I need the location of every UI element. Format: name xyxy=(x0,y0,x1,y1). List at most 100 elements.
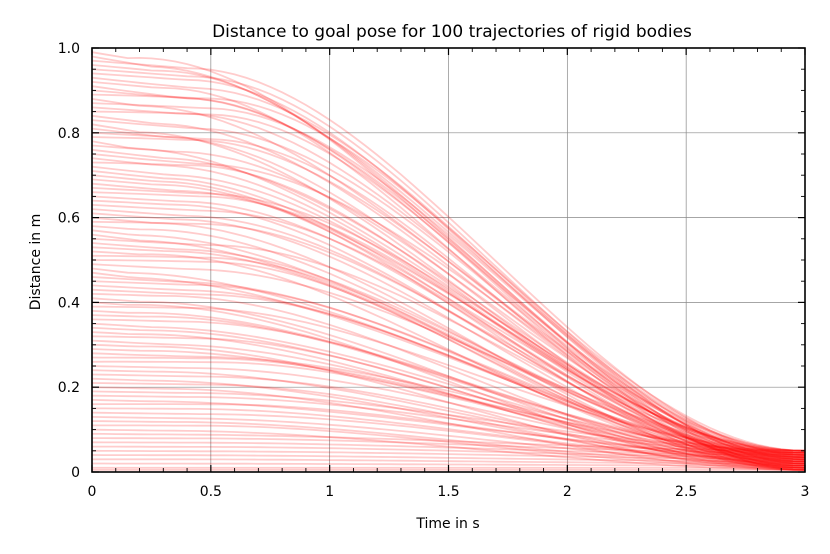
axes: 0 0.5 1 1.5 2 2.5 3 0 0.2 0.4 0.6 0.8 1.0 xyxy=(58,41,810,500)
trajectory-line xyxy=(91,276,806,459)
trajectory-line xyxy=(91,110,806,461)
trajectory-line xyxy=(91,386,806,471)
trajectory-line xyxy=(91,233,806,459)
trajectory-line xyxy=(91,220,806,452)
trajectory-line xyxy=(91,297,806,469)
trajectory-line xyxy=(91,394,805,454)
y-tick-label: 0.8 xyxy=(58,126,80,142)
trajectory-line xyxy=(91,127,806,469)
x-tick-label: 0.5 xyxy=(200,484,222,500)
trajectory-line xyxy=(91,64,806,459)
trajectory-line xyxy=(91,301,806,471)
trajectory-line xyxy=(91,144,806,456)
trajectory-line xyxy=(91,360,806,459)
trajectory-line xyxy=(91,382,806,469)
trajectory-line xyxy=(91,263,806,452)
trajectory-line xyxy=(91,335,806,467)
trajectory-line xyxy=(91,225,806,454)
trajectory-line xyxy=(92,458,805,465)
trajectory-line xyxy=(91,250,806,467)
trajectory-line xyxy=(91,343,806,471)
trajectory-line xyxy=(91,106,806,459)
x-tick-label: 1.5 xyxy=(437,484,459,500)
trajectory-line xyxy=(92,424,806,469)
trajectory-line xyxy=(91,199,806,463)
trajectory-line xyxy=(91,229,806,456)
trajectory-line xyxy=(91,352,806,454)
trajectory-line xyxy=(91,114,806,463)
trajectory-line xyxy=(91,271,806,456)
trajectory-line xyxy=(91,369,806,463)
trajectory-line xyxy=(91,314,806,456)
trajectory-line xyxy=(91,339,806,469)
trajectory-line xyxy=(91,310,806,454)
trajectory-line xyxy=(91,318,806,459)
trajectory-line xyxy=(91,365,806,461)
y-tick-label: 1.0 xyxy=(58,41,80,57)
trajectory-line xyxy=(91,68,806,461)
trajectory-line xyxy=(91,102,806,456)
trajectory-line xyxy=(92,407,806,461)
trajectory-line xyxy=(91,123,806,467)
trajectory-line xyxy=(91,356,806,456)
trajectory-line xyxy=(91,148,806,459)
y-tick-label: 0.2 xyxy=(58,380,80,396)
trajectory-line xyxy=(91,81,806,467)
trajectory-line xyxy=(91,322,806,461)
trajectory-line xyxy=(91,157,806,463)
trajectory-line xyxy=(91,195,806,461)
trajectory-line xyxy=(91,242,806,463)
trajectory-line xyxy=(91,441,805,456)
trajectory-line xyxy=(91,216,806,471)
trajectory-line xyxy=(91,165,806,467)
trajectory-line xyxy=(91,411,806,463)
trajectory-line xyxy=(91,51,806,452)
trajectory-line xyxy=(91,136,806,452)
trajectory-line xyxy=(91,267,806,454)
y-axis-label: Distance in m xyxy=(28,214,44,311)
trajectory-line xyxy=(91,326,806,463)
trajectory-line xyxy=(91,432,805,452)
trajectory-line xyxy=(91,348,806,452)
trajectory-line xyxy=(91,331,806,465)
trajectory-line xyxy=(91,170,806,469)
trajectory-line xyxy=(91,85,806,469)
trajectory-line xyxy=(91,161,806,465)
trajectory-line xyxy=(91,98,806,454)
trajectory-line xyxy=(91,246,806,465)
y-tick-label: 0.6 xyxy=(58,211,80,227)
trajectory-lines xyxy=(91,51,806,471)
trajectory-line xyxy=(91,131,806,471)
trajectory-line xyxy=(91,204,806,465)
trajectory-line xyxy=(91,76,806,465)
trajectory-line xyxy=(91,59,806,456)
x-tick-label: 1 xyxy=(325,484,334,500)
trajectory-line xyxy=(91,178,806,452)
trajectory-line xyxy=(91,208,806,467)
x-tick-label: 2.5 xyxy=(675,484,697,500)
trajectory-line xyxy=(91,284,806,463)
trajectory-line xyxy=(91,373,806,465)
trajectory-line xyxy=(91,237,806,461)
trajectory-line xyxy=(91,399,805,456)
y-tick-label: 0 xyxy=(71,465,80,481)
trajectory-line xyxy=(91,288,806,465)
trajectory-line xyxy=(91,174,806,471)
trajectory-line xyxy=(91,390,806,452)
trajectory-line xyxy=(91,254,806,469)
trajectory-line xyxy=(91,420,805,467)
trajectory-line xyxy=(91,119,806,465)
trajectory-line xyxy=(91,305,806,452)
trajectory-line xyxy=(91,182,806,454)
trajectory-line xyxy=(91,153,806,461)
trajectory-line xyxy=(91,187,806,456)
trajectory-line xyxy=(91,72,806,463)
trajectory-line xyxy=(91,212,806,469)
x-tick-label: 3 xyxy=(801,484,810,500)
trajectory-line xyxy=(91,140,806,454)
trajectory-line xyxy=(91,416,805,465)
grid xyxy=(92,48,805,472)
trajectory-line xyxy=(91,191,806,459)
x-axis-label: Time in s xyxy=(415,516,479,532)
